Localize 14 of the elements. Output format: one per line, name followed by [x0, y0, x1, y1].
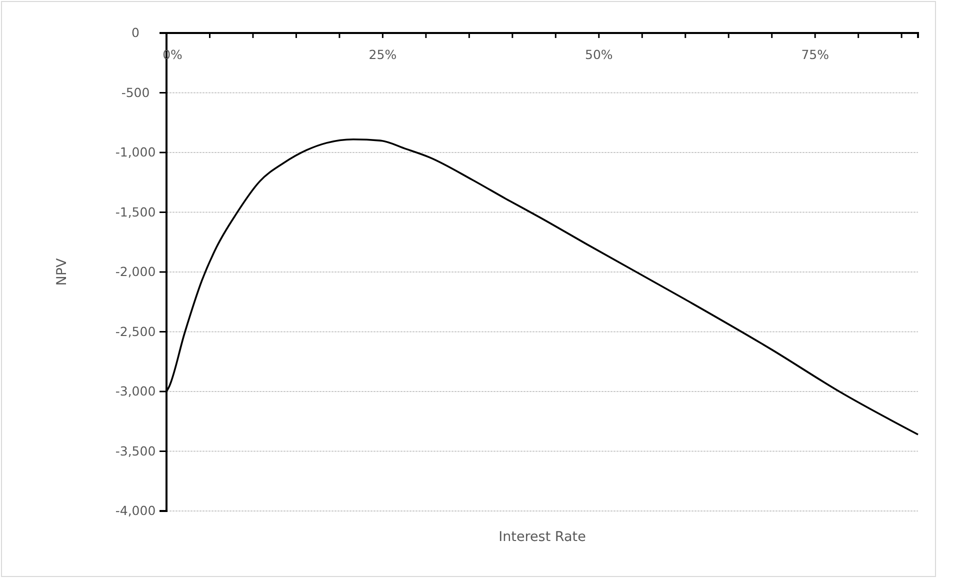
y-tick-label: -1,000	[115, 144, 156, 160]
y-tick-label: -2,500	[115, 324, 156, 339]
y-axis-title: NPV	[54, 258, 70, 286]
x-tick-label: 50%	[584, 46, 613, 62]
y-tick-label: 0	[132, 25, 140, 40]
y-tick-label: -3,000	[115, 384, 156, 398]
y-tick-label: -1,500	[115, 204, 156, 220]
y-tick-label: -2,000	[115, 264, 156, 279]
y-tick-label: -3,500	[115, 443, 156, 458]
y-tick-label: -4,000	[115, 503, 156, 518]
x-axis-title: Interest Rate	[498, 529, 586, 545]
x-tick-label: 25%	[368, 46, 397, 62]
x-tick-label: 75%	[801, 46, 830, 62]
y-tick-label: -500	[121, 84, 150, 100]
